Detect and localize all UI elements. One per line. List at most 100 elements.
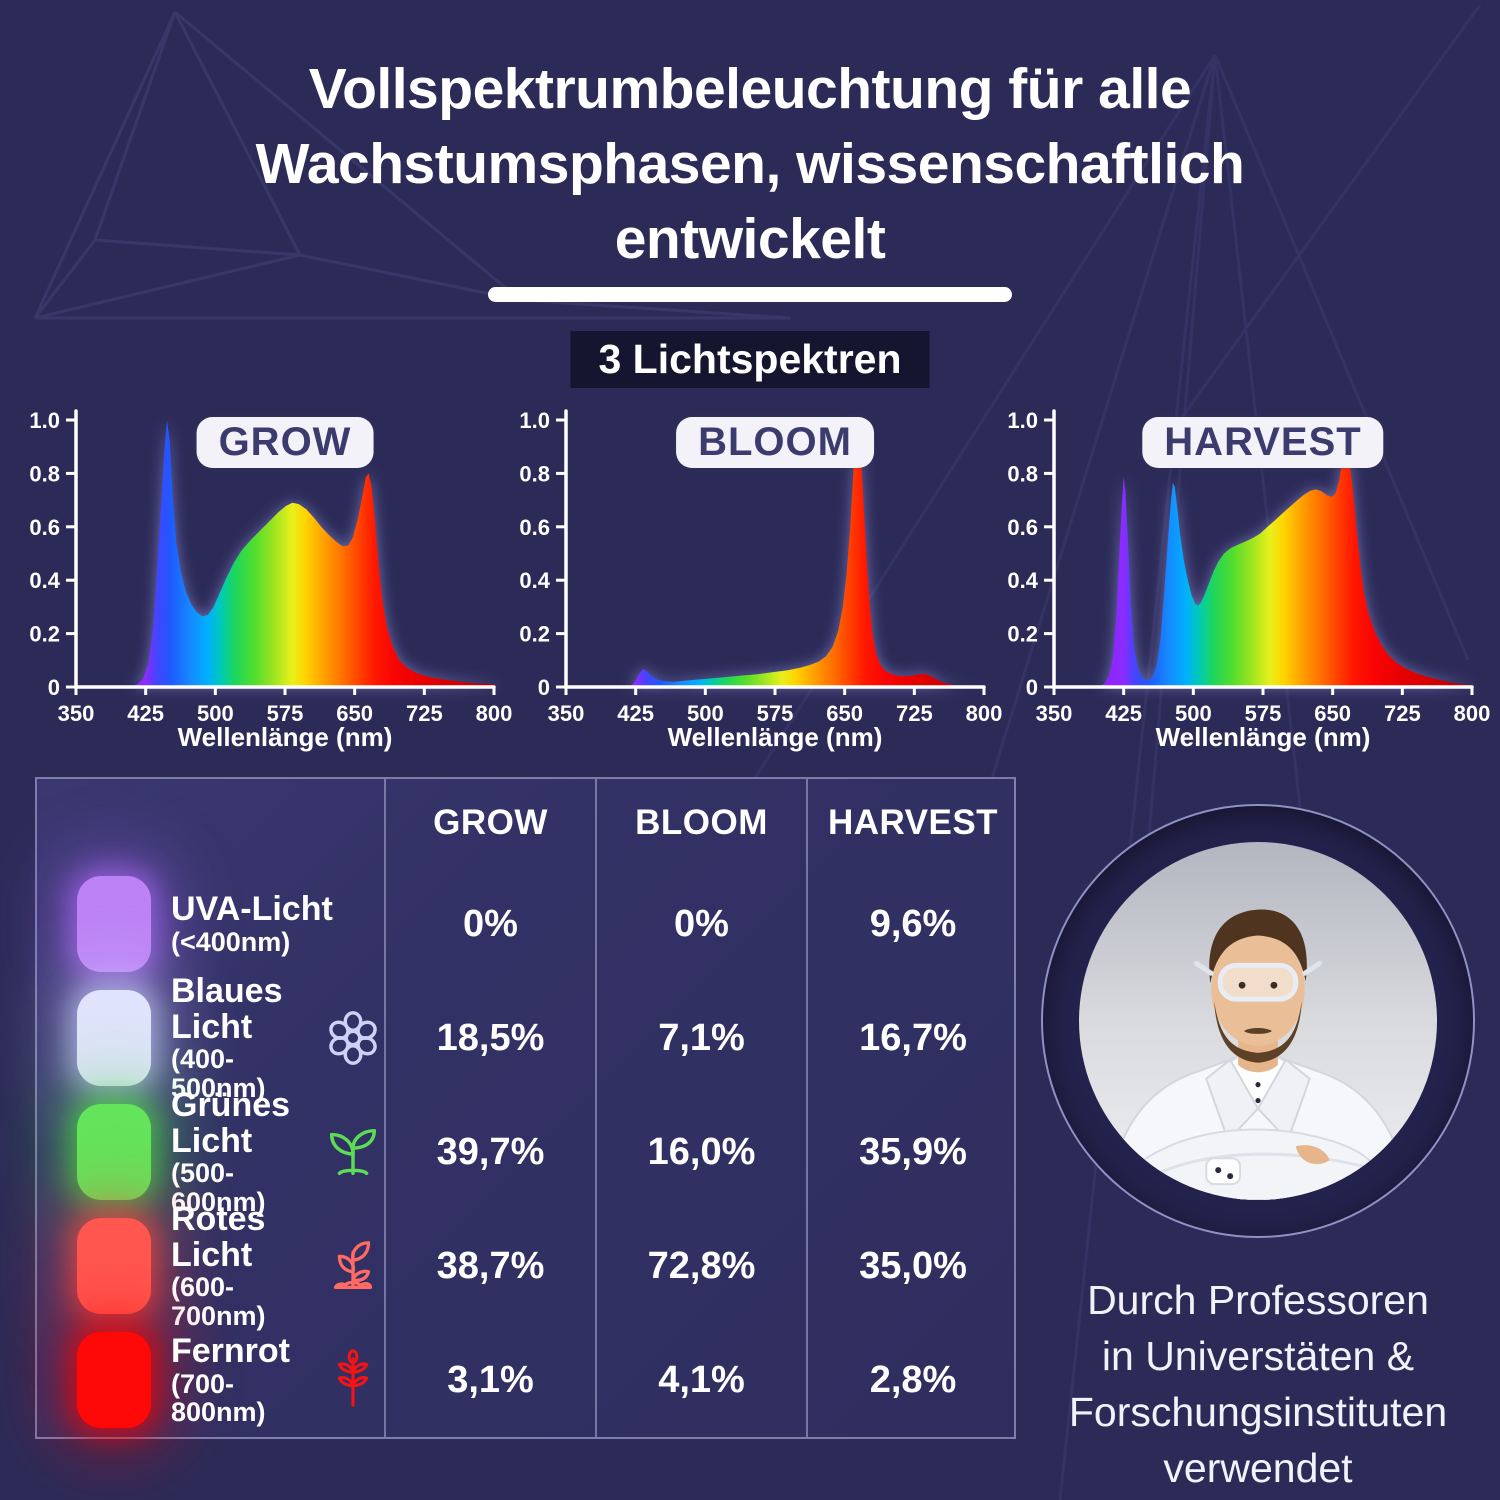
harvest-spectrum-chart: 1.0 0.8 0.6 0.4 0.2 0 350 425 500 575 650 725 800 Wel… [1007, 395, 1490, 752]
spectrum-table: GROW BLOOM HARVEST UVA-Licht (<400nm) 0%… [35, 777, 1016, 1439]
x-axis-label: Wellenlänge (nm) [178, 722, 393, 752]
y-tick-label: 0.4 [1007, 568, 1038, 593]
blue-bloom-value: 7,1% [595, 981, 806, 1095]
grow-chart-badge: GROW [196, 417, 374, 468]
grow-spectrum-area [76, 420, 494, 687]
row-label: Blaues Licht [171, 971, 283, 1046]
y-tick-label: 0.6 [29, 515, 60, 540]
row-range: (<400nm) [171, 926, 291, 957]
bloom-chart-badge: BLOOM [676, 417, 874, 468]
x-tick-label: 350 [1036, 701, 1073, 726]
x-tick-label: 800 [1454, 701, 1491, 726]
professor-photo-ring [1043, 806, 1473, 1236]
blue-grow-value: 18,5% [384, 981, 595, 1095]
y-tick-label: 1.0 [1007, 408, 1038, 433]
y-tick-label: 1.0 [519, 408, 550, 433]
bloom-spectrum-chart: 1.0 0.8 0.6 0.4 0.2 0 350 425 500 575 650 725 800 Wel… [519, 395, 1002, 752]
flower-icon [329, 1011, 377, 1065]
column-header-grow: GROW [384, 779, 595, 867]
x-axis-label: Wellenlänge (nm) [668, 722, 883, 752]
row-label: Rotes Licht [171, 1199, 266, 1274]
x-tick-label: 800 [476, 701, 513, 726]
x-tick-label: 725 [1384, 701, 1421, 726]
row-range: (500-600nm) [171, 1158, 266, 1217]
farred-harvest-value: 2,8% [806, 1323, 1018, 1437]
table-row-green-label: Grünes Licht (500-600nm) [37, 1087, 384, 1216]
column-header-harvest: HARVEST [806, 779, 1018, 867]
green-color-swatch [77, 1104, 151, 1200]
y-tick-label: 0.8 [1007, 461, 1038, 486]
y-tick-label: 0.6 [1007, 515, 1038, 540]
table-corner-cell [37, 779, 384, 867]
x-tick-label: 650 [1314, 701, 1351, 726]
y-tick-label: 0.6 [519, 515, 550, 540]
row-label: Fernrot [171, 1331, 290, 1370]
y-tick-label: 0.4 [29, 568, 60, 593]
y-tick-label: 0.2 [29, 622, 60, 647]
x-tick-label: 725 [896, 701, 933, 726]
plant-icon [333, 1241, 373, 1289]
y-tick-label: 0.8 [29, 461, 60, 486]
x-tick-label: 800 [966, 701, 1003, 726]
red-color-swatch [77, 1218, 151, 1314]
blue-harvest-value: 16,7% [806, 981, 1018, 1095]
row-label: UVA-Licht [171, 889, 333, 928]
x-tick-label: 575 [1245, 701, 1282, 726]
uva-bloom-value: 0% [595, 867, 806, 981]
x-tick-label: 425 [617, 701, 654, 726]
blue-color-swatch [77, 990, 151, 1086]
y-tick-label: 0.2 [1007, 622, 1038, 647]
x-tick-label: 425 [1105, 701, 1142, 726]
y-tick-label: 0 [48, 675, 60, 700]
seedling-icon [329, 1128, 377, 1176]
table-row-red-label: Rotes Licht (600-700nm) [37, 1201, 384, 1330]
subtitle-badge: 3 Lichtspektren [570, 331, 930, 388]
y-tick-label: 0 [1026, 675, 1038, 700]
row-range: (700-800nm) [171, 1368, 266, 1427]
table-row-uva-label: UVA-Licht (<400nm) [37, 867, 384, 981]
uva-grow-value: 0% [384, 867, 595, 981]
column-header-bloom: BLOOM [595, 779, 806, 867]
farred-grow-value: 3,1% [384, 1323, 595, 1437]
y-tick-label: 0.2 [519, 622, 550, 647]
x-tick-label: 350 [548, 701, 585, 726]
harvest-spectrum-area [1054, 446, 1472, 687]
title-divider [488, 287, 1012, 302]
grow-spectrum-chart: 1.0 0.8 0.6 0.4 0.2 0 350 425 500 575 650 725 800 Wel… [29, 395, 512, 752]
harvest-chart-badge: HARVEST [1142, 417, 1384, 468]
y-tick-label: 0 [538, 675, 550, 700]
y-tick-label: 0.8 [519, 461, 550, 486]
x-tick-label: 650 [336, 701, 373, 726]
red-harvest-value: 35,0% [806, 1209, 1018, 1323]
y-tick-label: 1.0 [29, 408, 60, 433]
uva-color-swatch [77, 876, 151, 972]
green-harvest-value: 35,9% [806, 1095, 1018, 1209]
red-grow-value: 38,7% [384, 1209, 595, 1323]
red-bloom-value: 72,8% [595, 1209, 806, 1323]
y-tick-label: 0.4 [519, 568, 550, 593]
table-row-farred-label: Fernrot (700-800nm) [37, 1323, 384, 1437]
green-grow-value: 39,7% [384, 1095, 595, 1209]
x-tick-label: 500 [1175, 701, 1212, 726]
professor-caption: Durch Professoren in Universtäten & Fors… [1068, 1277, 1448, 1492]
x-tick-label: 725 [406, 701, 443, 726]
x-tick-label: 575 [267, 701, 304, 726]
row-range: (600-700nm) [171, 1272, 266, 1331]
x-tick-label: 500 [687, 701, 724, 726]
professor-photo [1079, 842, 1437, 1200]
x-axis-label: Wellenlänge (nm) [1156, 722, 1371, 752]
x-tick-label: 650 [826, 701, 863, 726]
branch-icon [337, 1349, 369, 1407]
farred-color-swatch [77, 1332, 151, 1428]
table-row-blue-label: Blaues Licht (400-500nm) [37, 973, 384, 1102]
x-tick-label: 350 [58, 701, 95, 726]
row-label: Grünes Licht [171, 1085, 291, 1160]
green-bloom-value: 16,0% [595, 1095, 806, 1209]
page-title: Vollspektrumbeleuchtung für alle Wachstu… [255, 57, 1245, 272]
farred-bloom-value: 4,1% [595, 1323, 806, 1437]
x-tick-label: 425 [127, 701, 164, 726]
row-range: (400-500nm) [171, 1044, 266, 1103]
professor-illustration [1079, 842, 1437, 1200]
x-tick-label: 500 [197, 701, 234, 726]
